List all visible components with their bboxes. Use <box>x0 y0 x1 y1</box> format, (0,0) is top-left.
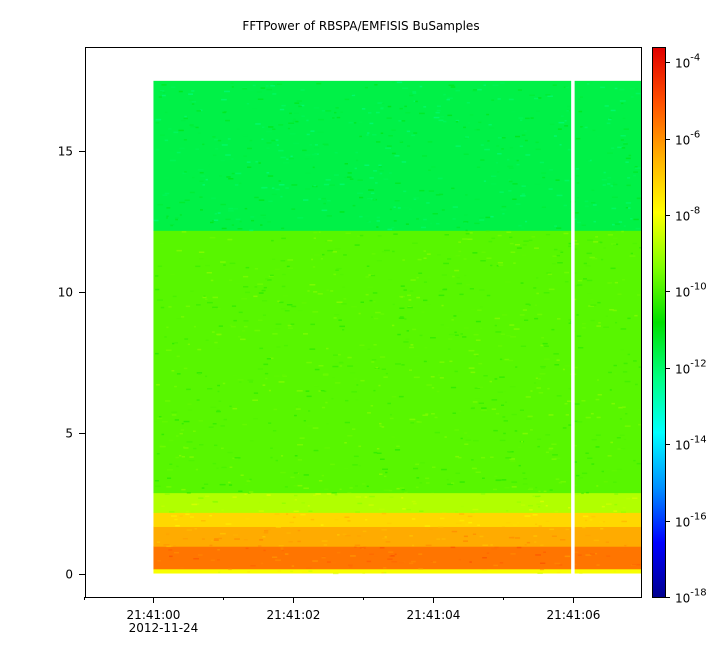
data-gap <box>571 79 575 575</box>
colorbar-tick-label: 10-10 <box>675 282 707 300</box>
colorbar-tick-label: 10-6 <box>675 130 700 148</box>
x-tick-label: 21:41:04 <box>407 608 461 622</box>
colorbar-tick-label: 10-4 <box>675 53 700 71</box>
colorbar-axis: 10-18 10-16 10-14 10-12 10-10 10-8 10-6 10-4 <box>665 53 707 606</box>
x-tick-label: 21:41:00 <box>127 608 181 622</box>
colorbar: 10-18 10-16 10-14 10-12 10-10 10-8 10-6 10-4 <box>652 47 707 606</box>
heatmap-band <box>153 568 642 574</box>
heatmap-band <box>153 546 642 570</box>
plot-area <box>85 47 642 598</box>
y-tick-label: 15 <box>58 145 73 159</box>
y-tick-label: 0 <box>65 568 73 582</box>
colorbar-tick-label: 10-12 <box>675 359 707 377</box>
heatmap-band <box>153 526 642 547</box>
heatmap-band <box>153 512 642 527</box>
x-tick-label: 21:41:06 <box>547 608 601 622</box>
heatmap-band <box>153 492 642 513</box>
heatmap-noise <box>153 81 642 575</box>
chart-title: FFTPower of RBSPA/EMFISIS BuSamples <box>242 19 479 33</box>
x-axis-date-label: 2012-11-24 <box>129 621 199 635</box>
x-axis: 21:41:00 21:41:02 21:41:04 21:41:06 <box>84 597 601 622</box>
colorbar-tick-label: 10-18 <box>675 588 707 606</box>
colorbar-tick-label: 10-16 <box>675 512 707 530</box>
colorbar-gradient <box>652 47 666 598</box>
y-tick-label: 10 <box>58 286 73 300</box>
spectrogram-heatmap <box>153 79 642 575</box>
heatmap-band <box>153 230 642 494</box>
colorbar-tick-label: 10-8 <box>675 206 700 224</box>
x-tick-label: 21:41:02 <box>267 608 321 622</box>
y-axis: 0 5 10 15 <box>58 145 85 582</box>
colorbar-tick-label: 10-14 <box>675 435 707 453</box>
y-tick-label: 5 <box>65 427 73 441</box>
